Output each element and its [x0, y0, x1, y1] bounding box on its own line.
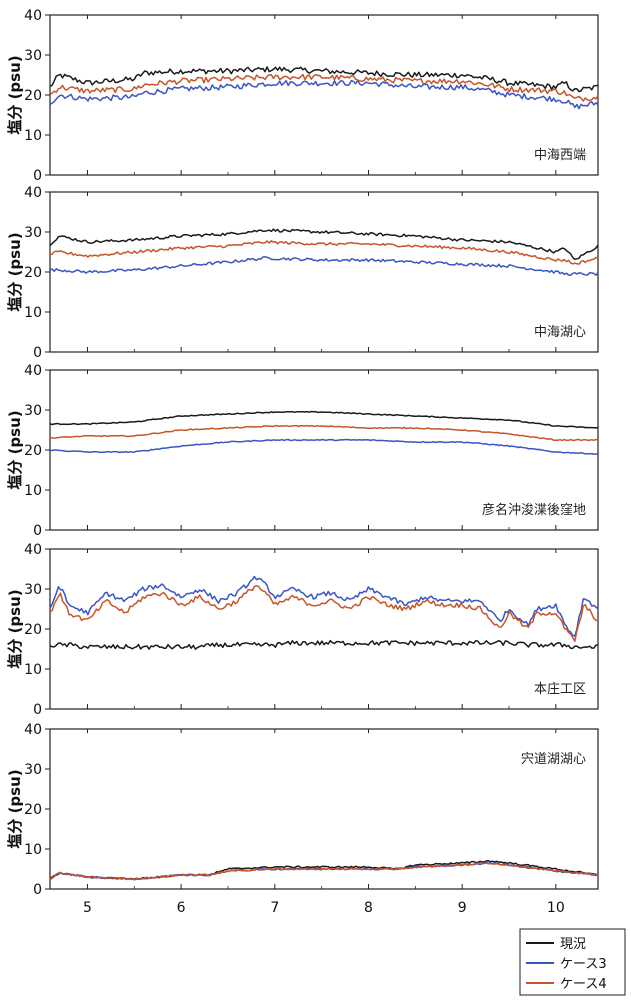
series-line-現況 — [49, 639, 599, 650]
y-tick-label: 10 — [24, 128, 42, 144]
series-line-ケース4 — [49, 585, 599, 643]
y-axis-label: 塩分 (psu) — [6, 769, 24, 848]
y-tick-label: 30 — [24, 48, 42, 64]
series-line-ケース4 — [49, 73, 599, 102]
y-tick-label: 30 — [24, 403, 42, 419]
legend-entry-label: ケース3 — [560, 957, 607, 972]
y-tick-label: 0 — [33, 168, 42, 184]
y-tick-label: 40 — [24, 542, 42, 558]
plot-frame — [49, 369, 599, 531]
y-tick-label: 0 — [33, 702, 42, 718]
y-tick-label: 10 — [24, 483, 42, 499]
plot-frame — [49, 191, 599, 353]
x-tick-label: 6 — [177, 900, 186, 916]
y-tick-label: 10 — [24, 662, 42, 678]
y-axis-label: 塩分 (psu) — [6, 589, 24, 668]
x-tick-label: 5 — [83, 900, 92, 916]
panel-location-label: 宍道湖湖心 — [521, 752, 586, 767]
y-tick-label: 40 — [24, 722, 42, 738]
y-tick-label: 20 — [24, 88, 42, 104]
y-tick-label: 0 — [33, 882, 42, 898]
plot-frame — [49, 548, 599, 710]
series-line-現況 — [49, 228, 599, 261]
x-tick-label: 10 — [547, 900, 565, 916]
x-tick-label: 8 — [364, 900, 373, 916]
panel-location-label: 彦名沖浚渫後窪地 — [482, 502, 586, 518]
panel-4: 0 10 20 30 40 塩分 (psu) 本庄工区 — [6, 542, 599, 718]
y-tick-label: 30 — [24, 225, 42, 241]
y-tick-label: 40 — [24, 8, 42, 24]
y-tick-label: 20 — [24, 802, 42, 818]
y-tick-label: 30 — [24, 762, 42, 778]
y-tick-label: 40 — [24, 363, 42, 379]
y-tick-label: 10 — [24, 305, 42, 321]
series-line-現況 — [49, 410, 598, 429]
panel-1: 0 10 20 30 40 塩分 (psu) 中海西端 — [6, 8, 599, 184]
y-tick-label: 0 — [33, 345, 42, 361]
series-line-現況 — [49, 66, 599, 93]
series-line-ケース3 — [49, 256, 599, 277]
x-tick-label: 7 — [270, 900, 279, 916]
series-line-ケース3 — [49, 575, 599, 637]
panel-3: 0 10 20 30 40 塩分 (psu) 彦名沖浚渫後窪地 — [6, 363, 599, 539]
y-axis-label: 塩分 (psu) — [6, 232, 24, 311]
series-line-ケース3 — [49, 438, 599, 455]
y-tick-label: 20 — [24, 265, 42, 281]
y-axis-label: 塩分 (psu) — [6, 55, 24, 134]
series-line-ケース3 — [49, 79, 599, 110]
panels-layer: 0 10 20 30 40 塩分 (psu) 中海西端 0 10 20 30 40 塩分 (psu) 中海… — [6, 8, 599, 898]
panel-location-label: 中海西端 — [534, 148, 586, 163]
y-tick-label: 30 — [24, 582, 42, 598]
panel-location-label: 本庄工区 — [534, 681, 586, 697]
panel-5: 0 10 20 30 40 塩分 (psu) 宍道湖湖心 — [6, 722, 599, 898]
series-line-ケース4 — [49, 862, 599, 881]
y-tick-label: 20 — [24, 443, 42, 459]
panel-2: 0 10 20 30 40 塩分 (psu) 中海湖心 — [6, 185, 599, 361]
series-line-ケース4 — [49, 240, 599, 265]
legend-entry-label: 現況 — [560, 937, 586, 952]
panel-location-label: 中海湖心 — [534, 325, 586, 340]
y-tick-label: 0 — [33, 523, 42, 539]
plot-frame — [49, 728, 599, 890]
y-tick-label: 40 — [24, 185, 42, 201]
y-tick-label: 20 — [24, 622, 42, 638]
x-tick-label: 9 — [458, 900, 467, 916]
y-axis-label: 塩分 (psu) — [6, 410, 24, 489]
y-tick-label: 10 — [24, 842, 42, 858]
legend-entry-label: ケース4 — [560, 977, 607, 992]
series-line-ケース4 — [49, 424, 599, 442]
x-axis: 5 6 7 8 9 10 — [83, 900, 565, 916]
